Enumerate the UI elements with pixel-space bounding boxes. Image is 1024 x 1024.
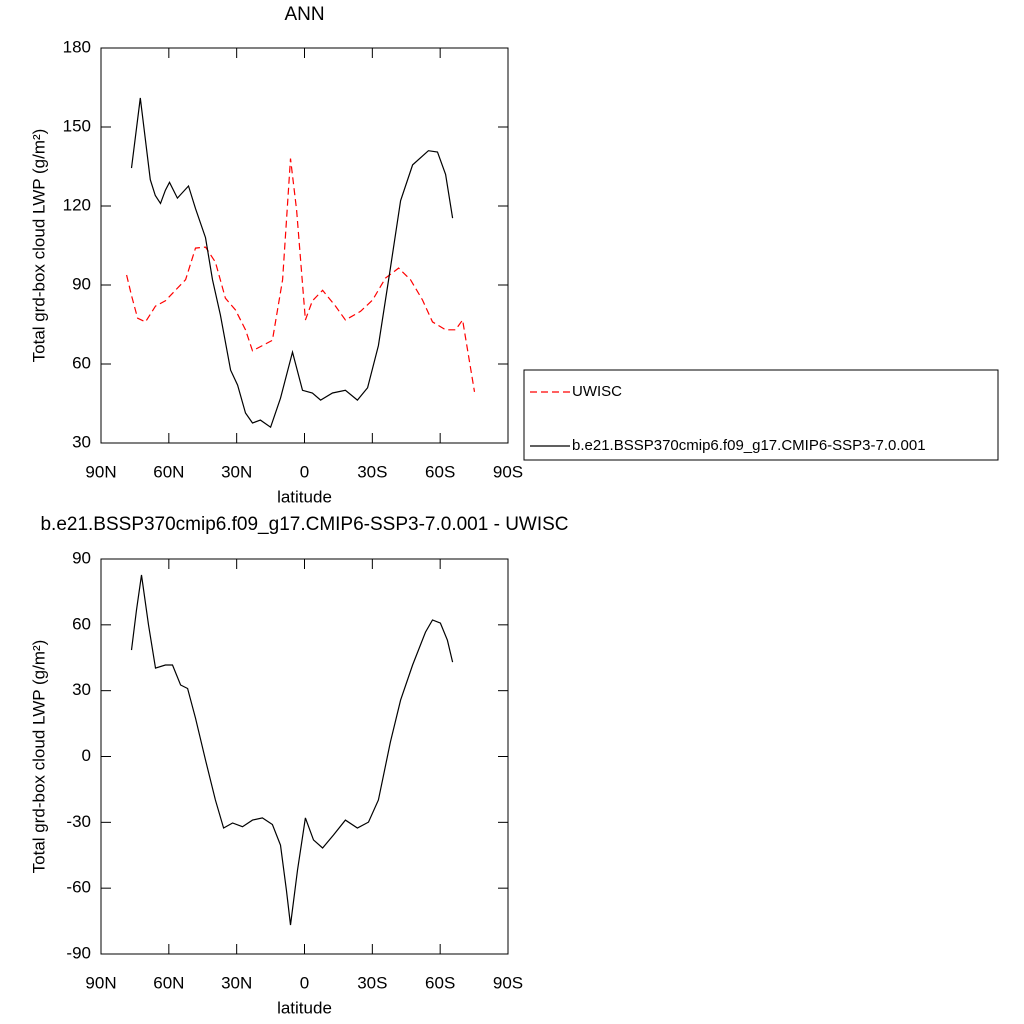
x-tick-label: 30S <box>357 973 387 992</box>
legend-label: UWISC <box>572 383 622 400</box>
y-tick-label: 180 <box>63 37 91 56</box>
y-tick-label: 60 <box>72 353 91 372</box>
x-tick-label: 90S <box>493 462 523 481</box>
x-tick-label: 30S <box>357 462 387 481</box>
x-tick-label: 0 <box>300 973 309 992</box>
x-tick-label: 90N <box>85 973 116 992</box>
x-tick-label: 30N <box>221 462 252 481</box>
y-tick-label: 30 <box>72 680 91 699</box>
y-tick-label: 60 <box>72 614 91 633</box>
legend-label: b.e21.BSSP370cmip6.f09_g17.CMIP6-SSP3-7.… <box>572 437 926 454</box>
y-tick-label: 30 <box>72 432 91 451</box>
x-tick-label: 60S <box>425 973 455 992</box>
data-line <box>130 574 454 926</box>
y-tick-label: 150 <box>63 116 91 135</box>
x-axis-label: latitude <box>277 998 332 1017</box>
x-tick-label: 60S <box>425 462 455 481</box>
x-tick-label: 60N <box>153 462 184 481</box>
data-line <box>126 158 476 392</box>
y-tick-label: -60 <box>66 878 91 897</box>
plot-frame <box>100 558 509 955</box>
y-axis-label: Total grd-box cloud LWP (g/m²) <box>29 640 48 874</box>
x-axis-label: latitude <box>277 487 332 506</box>
data-line <box>130 97 454 429</box>
x-tick-label: 0 <box>300 462 309 481</box>
y-tick-label: 90 <box>72 548 91 567</box>
x-tick-label: 30N <box>221 973 252 992</box>
plot-frame <box>100 47 509 444</box>
y-tick-label: 90 <box>72 274 91 293</box>
y-tick-label: -30 <box>66 812 91 831</box>
chart-title: b.e21.BSSP370cmip6.f09_g17.CMIP6-SSP3-7.… <box>40 514 568 535</box>
x-tick-label: 90S <box>493 973 523 992</box>
y-axis-label: Total grd-box cloud LWP (g/m²) <box>29 129 48 363</box>
y-tick-label: 0 <box>82 746 91 765</box>
chart-title: ANN <box>284 4 324 25</box>
x-tick-label: 90N <box>85 462 116 481</box>
legend-box <box>523 369 999 461</box>
y-tick-label: -90 <box>66 943 91 962</box>
x-tick-label: 60N <box>153 973 184 992</box>
y-tick-label: 120 <box>63 195 91 214</box>
